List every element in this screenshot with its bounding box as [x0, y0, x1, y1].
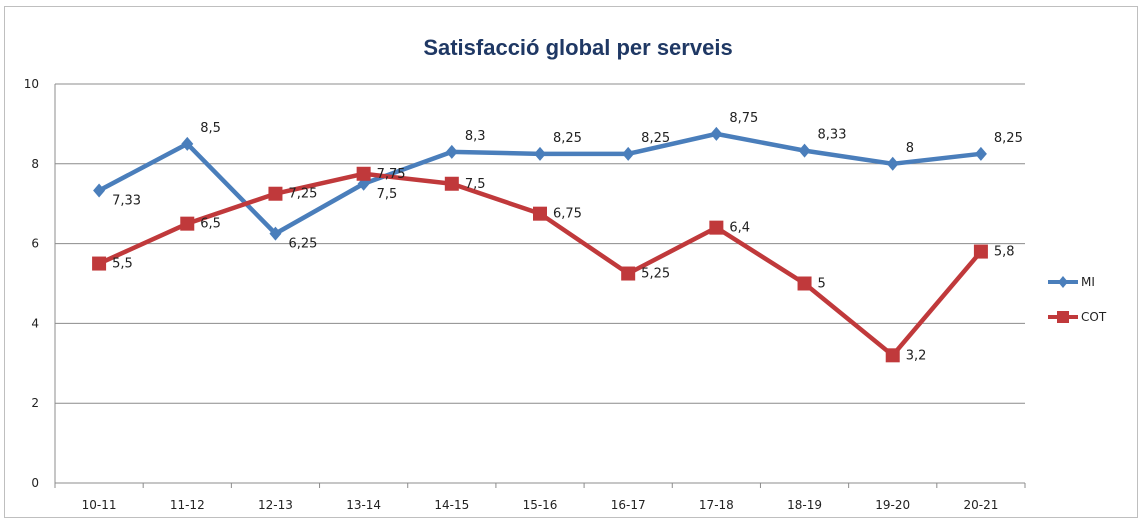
y-tick-label: 4 — [31, 316, 39, 330]
x-tick-label: 20-21 — [963, 498, 998, 512]
data-label: 8,25 — [641, 131, 670, 146]
legend-label: MI — [1081, 275, 1095, 289]
data-point — [886, 156, 899, 171]
data-point — [622, 146, 635, 161]
data-label: 6,75 — [553, 207, 582, 222]
data-point — [444, 176, 459, 191]
x-tick-label: 13-14 — [346, 498, 381, 512]
data-label: 3,2 — [906, 348, 927, 363]
data-point — [709, 220, 724, 235]
data-label: 5,5 — [112, 257, 133, 272]
data-point — [92, 256, 107, 271]
y-axis: 0 2 4 6 8 10 — [24, 77, 56, 490]
data-label: 5 — [818, 277, 826, 292]
data-label: 7,75 — [377, 167, 406, 182]
grid-lines — [55, 83, 1025, 404]
x-tick-label: 17-18 — [699, 498, 734, 512]
legend: MI COT — [1048, 275, 1107, 324]
y-tick-label: 8 — [31, 157, 39, 171]
x-tick-label: 16-17 — [611, 498, 646, 512]
data-point — [710, 126, 723, 141]
legend-item-mi: MI — [1048, 275, 1095, 289]
data-point — [533, 206, 547, 221]
y-tick-label: 2 — [31, 396, 39, 410]
x-tick-label: 15-16 — [523, 498, 558, 512]
y-tick-label: 0 — [31, 476, 39, 490]
x-axis: 10-11 11-12 12-13 13-14 14-15 15-16 16-17 17-18… — [54, 482, 1026, 512]
data-point — [885, 348, 900, 363]
data-label: 8,3 — [465, 129, 486, 144]
data-point — [797, 276, 812, 291]
data-label: 8,75 — [729, 111, 758, 126]
chart-container: Satisfacció global per serveis 0 2 4 6 8 10 1… — [4, 6, 1138, 518]
legend-marker — [1058, 276, 1068, 288]
data-point — [974, 146, 987, 161]
data-point — [181, 136, 194, 151]
data-label: 5,8 — [994, 245, 1015, 260]
series-mi: 7,33 8,5 6,25 7,5 8,3 8,25 8,25 8,75 8,33 8 8,25 — [93, 111, 1023, 252]
data-label: 7,5 — [377, 187, 398, 202]
data-label: 6,5 — [200, 217, 221, 232]
data-point — [798, 143, 811, 158]
data-point — [356, 166, 371, 181]
data-label: 7,5 — [465, 177, 486, 192]
data-point — [445, 144, 458, 159]
data-point — [973, 244, 988, 259]
data-point — [268, 186, 283, 201]
chart-title: Satisfacció global per serveis — [423, 35, 732, 60]
data-label: 8 — [906, 141, 914, 156]
data-point — [93, 183, 106, 198]
data-label: 7,33 — [112, 194, 141, 209]
data-label: 8,33 — [818, 128, 847, 143]
line-chart: Satisfacció global per serveis 0 2 4 6 8 10 1… — [24, 35, 1107, 512]
series-layer: 7,33 8,5 6,25 7,5 8,3 8,25 8,25 8,75 8,33 8 8,25 5,… — [92, 111, 1023, 363]
x-tick-label: 14-15 — [434, 498, 469, 512]
x-tick-label: 11-12 — [170, 498, 205, 512]
data-point — [621, 266, 636, 281]
x-tick-label: 18-19 — [787, 498, 822, 512]
data-label: 5,25 — [641, 267, 670, 282]
data-label: 7,25 — [288, 187, 317, 202]
y-tick-label: 10 — [24, 77, 39, 91]
legend-label: COT — [1081, 310, 1107, 324]
x-tick-label: 10-11 — [82, 498, 117, 512]
data-point — [534, 146, 546, 161]
data-label: 6,4 — [729, 221, 750, 236]
data-label: 6,25 — [288, 237, 317, 252]
data-point — [269, 226, 282, 241]
legend-item-cot: COT — [1048, 310, 1107, 324]
x-tick-label: 12-13 — [258, 498, 293, 512]
series-line-cot — [96, 171, 984, 358]
series-cot: 5,5 6,5 7,25 7,75 7,5 6,75 5,25 6,4 5 3,2 5,8 — [92, 166, 1015, 363]
y-tick-label: 6 — [31, 237, 39, 251]
data-label: 8,25 — [553, 131, 582, 146]
data-point — [180, 216, 195, 231]
data-label: 8,25 — [994, 131, 1023, 146]
legend-marker — [1057, 311, 1069, 323]
x-tick-label: 19-20 — [875, 498, 910, 512]
data-label: 8,5 — [200, 121, 221, 136]
